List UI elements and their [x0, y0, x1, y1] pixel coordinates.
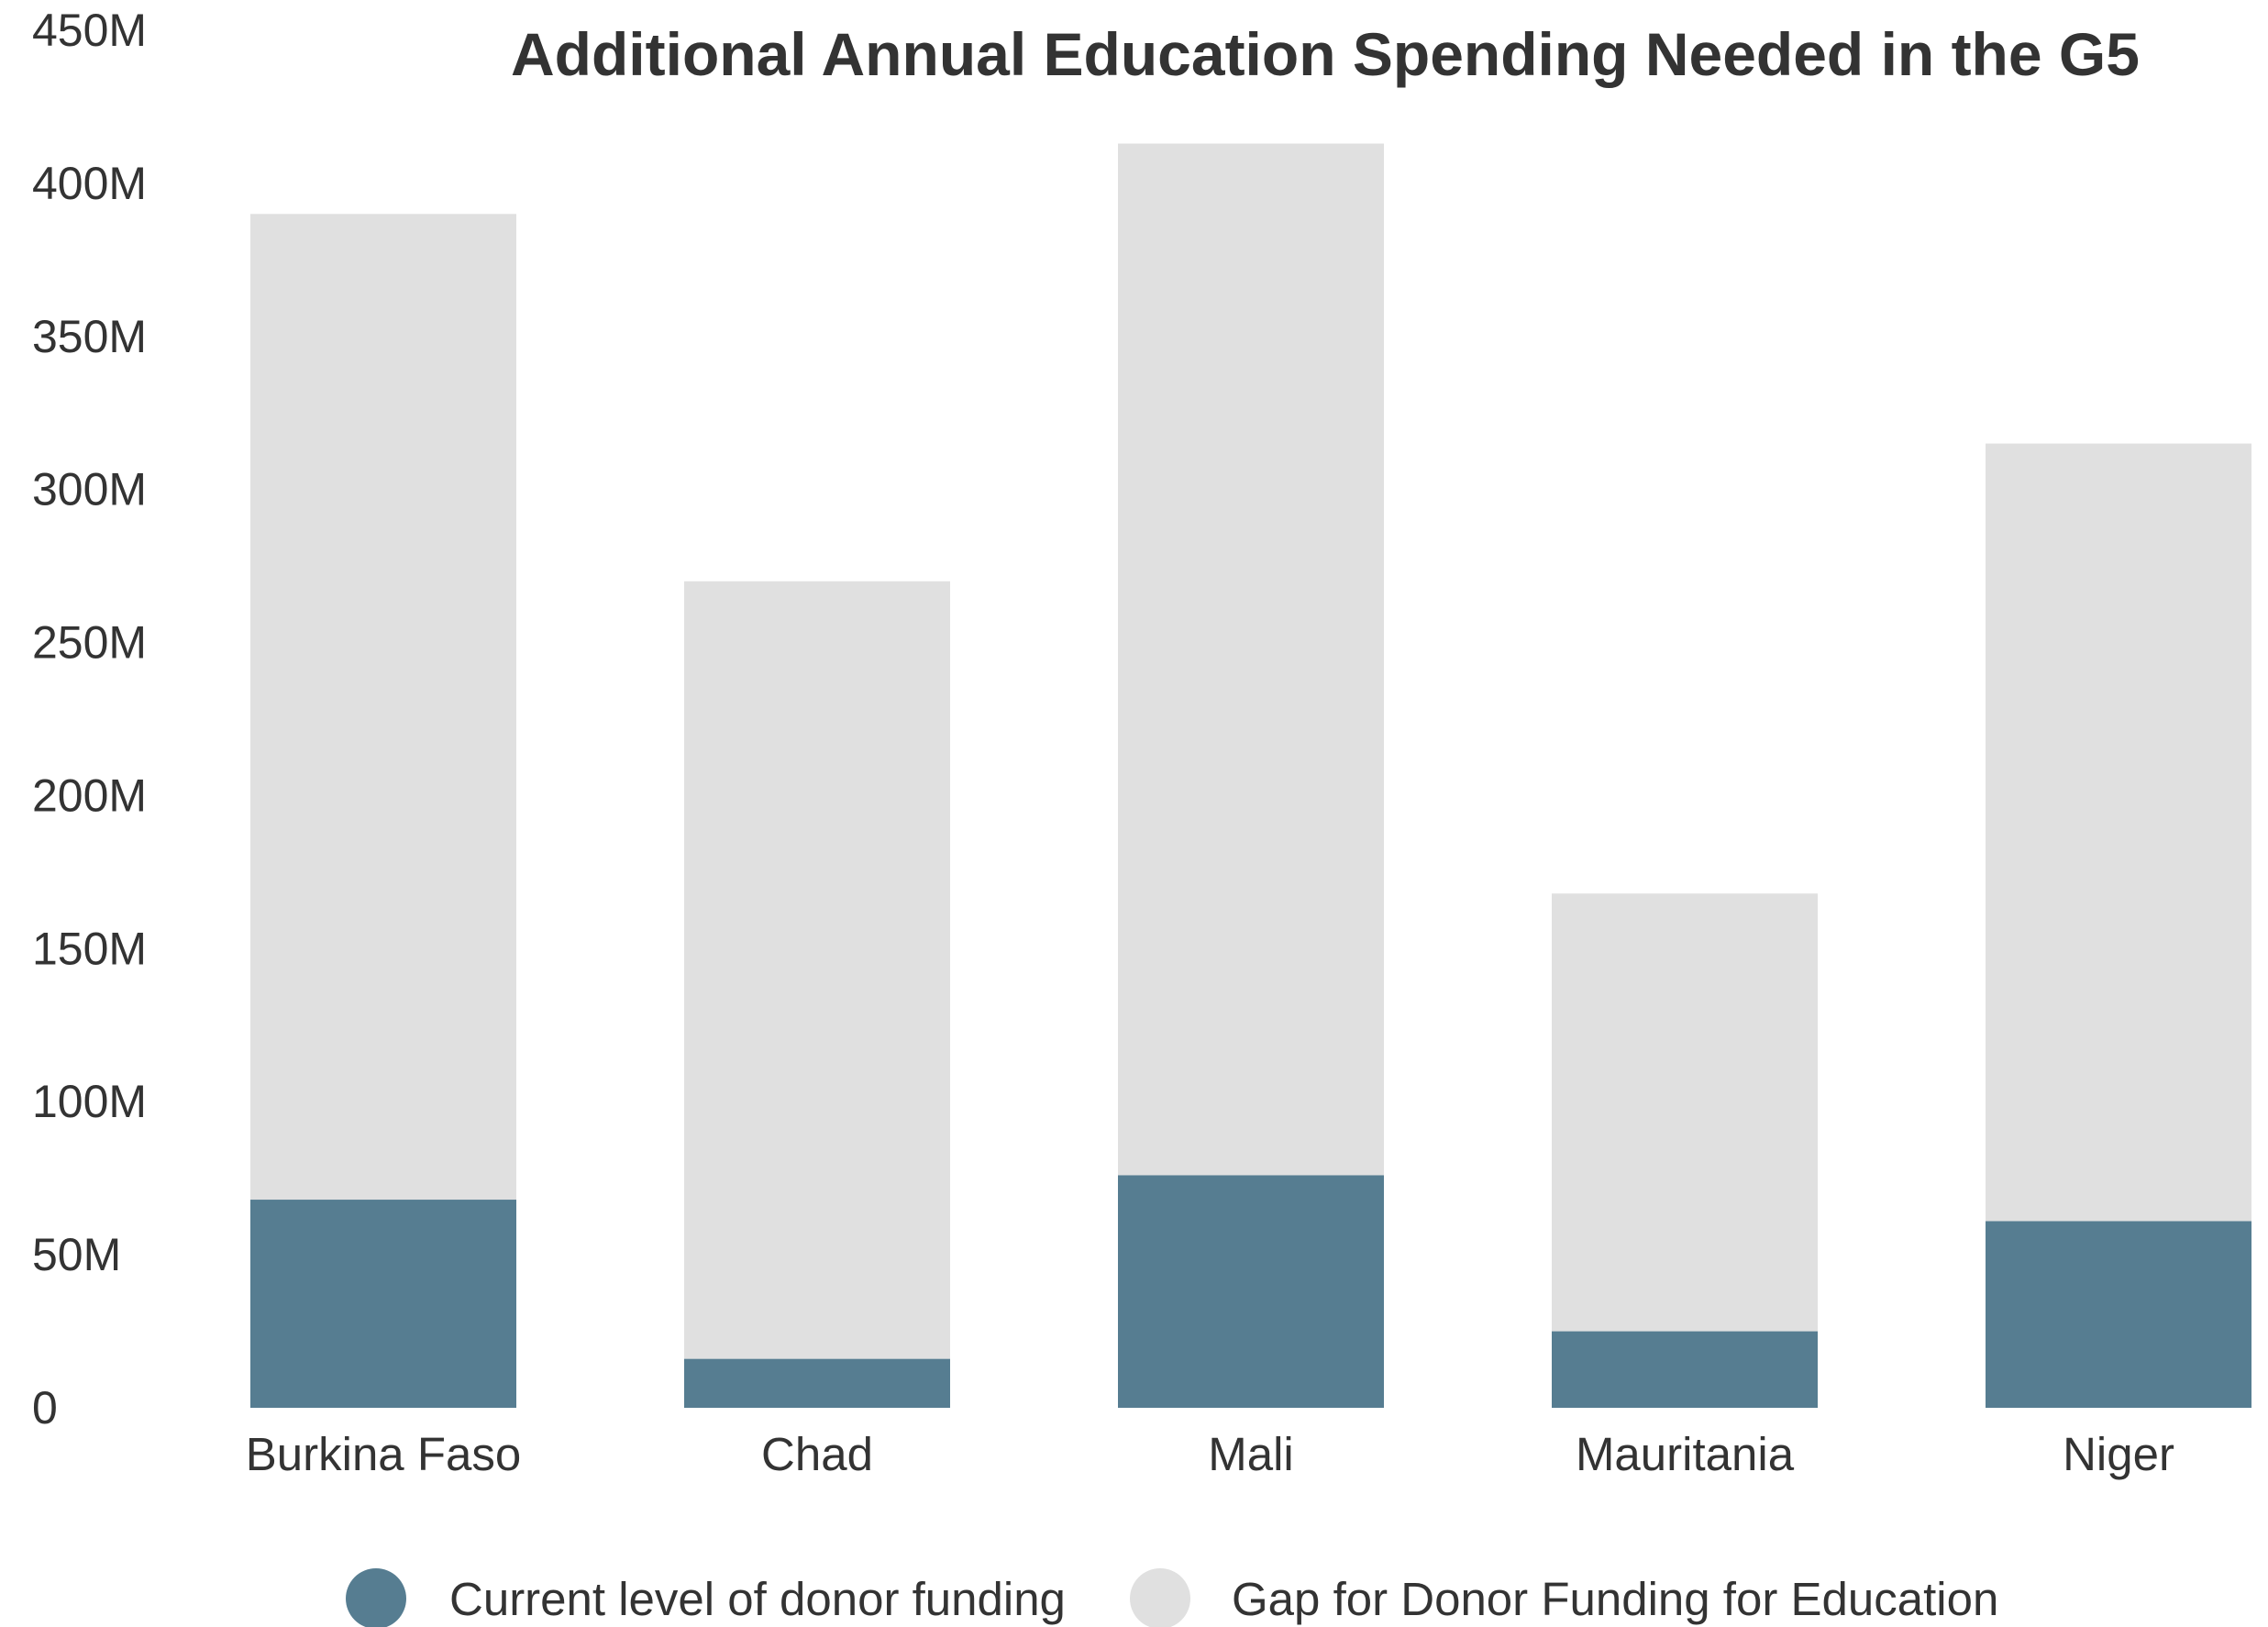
- y-tick-label: 350M: [32, 311, 147, 362]
- y-tick-label: 50M: [32, 1229, 121, 1280]
- x-tick-label: Mali: [1208, 1428, 1294, 1480]
- y-tick-label: 450M: [32, 5, 147, 56]
- legend-label: Current level of donor funding: [449, 1573, 1066, 1625]
- x-tick-label: Burkina Faso: [246, 1428, 521, 1480]
- y-axis: 0 50M 100M 150M 200M 250M 300M 350M 400M 450M: [32, 5, 147, 1433]
- bar-segment-funding-gap: [1986, 443, 2251, 1222]
- bar-segment-donor-funding: [250, 1200, 516, 1408]
- bar-segment-funding-gap: [250, 214, 516, 1201]
- legend-label: Gap for Donor Funding for Education: [1232, 1573, 1998, 1625]
- bar-segment-funding-gap: [1118, 143, 1384, 1176]
- bar-segment-donor-funding: [1986, 1221, 2251, 1408]
- legend-marker-icon: [1130, 1568, 1190, 1627]
- y-tick-label: 200M: [32, 769, 147, 821]
- bar-segment-donor-funding: [1552, 1331, 1818, 1408]
- bar-segment-donor-funding: [1118, 1175, 1384, 1408]
- bars-group: [250, 143, 2251, 1408]
- x-tick-label: Chad: [761, 1428, 873, 1480]
- legend: Current level of donor funding Gap for Do…: [346, 1568, 1998, 1627]
- y-tick-label: 100M: [32, 1076, 147, 1127]
- legend-marker-icon: [346, 1568, 406, 1627]
- bar-segment-donor-funding: [684, 1358, 950, 1408]
- y-tick-label: 150M: [32, 923, 147, 974]
- x-tick-label: Niger: [2063, 1428, 2174, 1480]
- y-tick-label: 250M: [32, 617, 147, 669]
- bar-segment-funding-gap: [1552, 893, 1818, 1332]
- chart-title: Additional Annual Education Spending Nee…: [511, 20, 2140, 88]
- y-tick-label: 400M: [32, 158, 147, 209]
- x-tick-label: Mauritania: [1576, 1428, 1795, 1480]
- y-tick-label: 0: [32, 1382, 58, 1433]
- x-axis: Burkina Faso Chad Mali Mauritania Niger: [246, 1428, 2174, 1480]
- y-tick-label: 300M: [32, 464, 147, 515]
- bar-segment-funding-gap: [684, 581, 950, 1359]
- legend-item: Gap for Donor Funding for Education: [1130, 1568, 1998, 1627]
- legend-item: Current level of donor funding: [346, 1568, 1066, 1627]
